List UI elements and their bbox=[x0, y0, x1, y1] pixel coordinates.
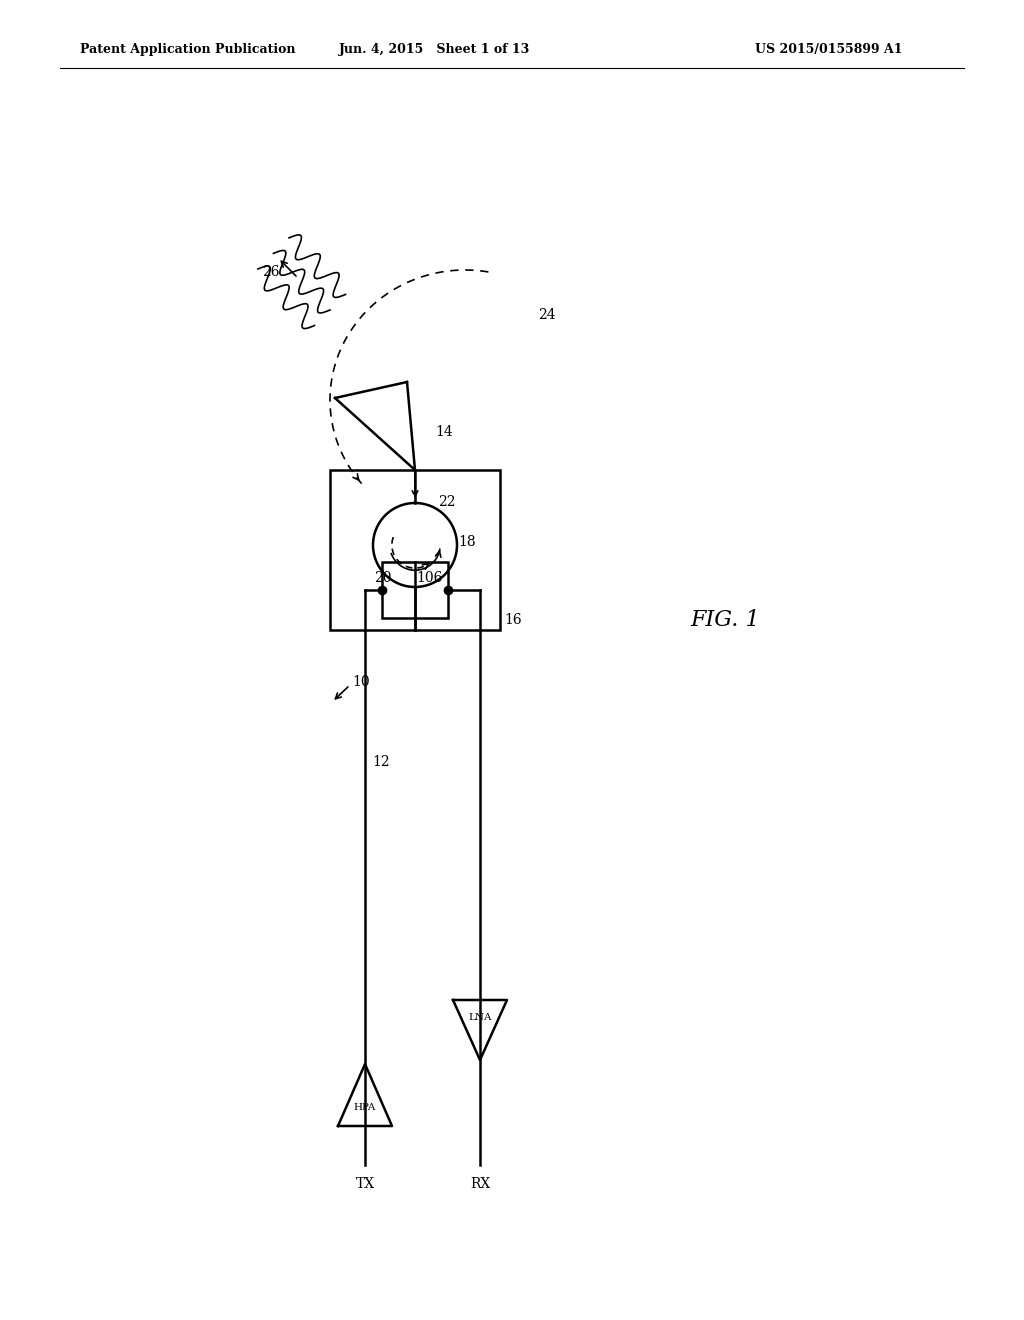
Text: 26: 26 bbox=[262, 265, 280, 279]
Bar bbox=[382, 562, 449, 618]
Text: Jun. 4, 2015   Sheet 1 of 13: Jun. 4, 2015 Sheet 1 of 13 bbox=[339, 44, 530, 57]
Text: FIG. 1: FIG. 1 bbox=[690, 609, 760, 631]
Text: Patent Application Publication: Patent Application Publication bbox=[80, 44, 296, 57]
Text: 18: 18 bbox=[458, 535, 475, 549]
Text: 20: 20 bbox=[375, 572, 392, 585]
Bar bbox=[330, 470, 500, 630]
Text: 14: 14 bbox=[435, 425, 453, 440]
Text: 10: 10 bbox=[352, 675, 370, 689]
Text: 12: 12 bbox=[372, 755, 389, 770]
Text: 24: 24 bbox=[538, 308, 556, 322]
Text: 22: 22 bbox=[438, 495, 456, 510]
Text: TX: TX bbox=[355, 1177, 375, 1191]
Text: 16: 16 bbox=[504, 612, 521, 627]
Text: US 2015/0155899 A1: US 2015/0155899 A1 bbox=[755, 44, 902, 57]
Text: RX: RX bbox=[470, 1177, 490, 1191]
Text: HPA: HPA bbox=[354, 1104, 376, 1113]
Text: LNA: LNA bbox=[468, 1014, 492, 1023]
Text: 106: 106 bbox=[416, 572, 442, 585]
